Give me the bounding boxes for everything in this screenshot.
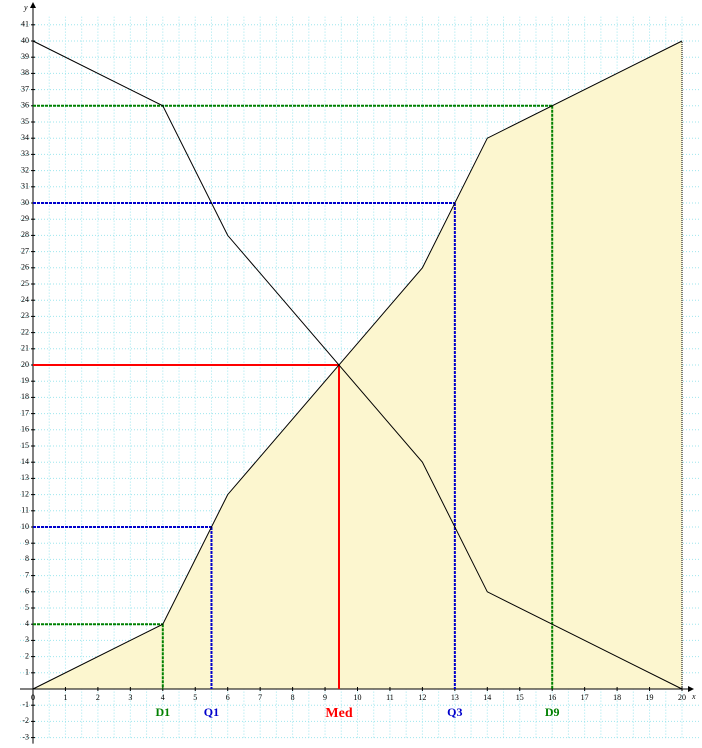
x-tick-label: 5 [193, 693, 197, 702]
y-tick-label: 17 [21, 408, 29, 417]
y-tick-label: 13 [21, 473, 29, 482]
y-tick-label: 31 [21, 182, 29, 191]
y-tick-label: 30 [21, 198, 29, 207]
x-tick-label: 8 [291, 693, 295, 702]
y-tick-label: 41 [21, 20, 29, 29]
y-tick-label: 12 [21, 489, 29, 498]
x-tick-label: 13 [451, 693, 459, 702]
x-tick-label: 14 [483, 693, 491, 702]
line [32, 40, 683, 690]
y-tick-label: 33 [21, 149, 29, 158]
y-tick-label: 10 [21, 522, 29, 531]
x-tick-label: 9 [323, 693, 327, 702]
y-tick-label: 11 [21, 506, 29, 515]
y-tick-label: 15 [21, 441, 29, 450]
y-tick-label: 3 [25, 635, 29, 644]
y-tick-label: 22 [21, 327, 29, 336]
x-tick-label: 0 [31, 693, 35, 702]
y-tick-label: 7 [25, 570, 29, 579]
x-tick-label: 2 [96, 693, 100, 702]
marker-label: Med [325, 706, 352, 721]
y-tick-label: 35 [21, 117, 29, 126]
marker-label: Q1 [204, 705, 219, 719]
x-tick-label: 7 [258, 693, 262, 702]
y-tick-label: 32 [21, 165, 29, 174]
arrow [30, 2, 36, 8]
x-tick-label: 3 [128, 693, 132, 702]
arrow [688, 686, 694, 692]
y-tick-label: 38 [21, 68, 29, 77]
y-tick-label: 5 [25, 603, 29, 612]
y-axis-label: y [23, 3, 28, 12]
y-tick-label: -3 [22, 732, 29, 741]
y-tick-label: 28 [21, 230, 29, 239]
line [32, 40, 683, 690]
y-tick-label: 9 [25, 538, 29, 547]
y-tick-label: 26 [21, 263, 29, 272]
x-tick-label: 15 [516, 693, 524, 702]
x-tick-label: 17 [581, 693, 589, 702]
x-tick-label: 20 [678, 693, 686, 702]
y-tick-label: 23 [21, 311, 29, 320]
y-tick-label: -1 [22, 700, 29, 709]
marker-label: Q3 [447, 705, 462, 719]
marker-label: D9 [545, 705, 560, 719]
y-tick-label: 19 [21, 376, 29, 385]
x-tick-label: 11 [386, 693, 394, 702]
y-tick-label: 29 [21, 214, 29, 223]
x-tick-label: 19 [646, 693, 654, 702]
marker-label: D1 [155, 705, 170, 719]
area [33, 41, 682, 689]
y-tick-label: 16 [21, 425, 29, 434]
y-tick-label: 40 [21, 36, 29, 45]
y-tick-label: 4 [25, 619, 29, 628]
y-tick-label: 24 [21, 295, 29, 304]
x-axis-label: x [691, 692, 696, 701]
x-tick-label: 10 [354, 693, 362, 702]
y-tick-label: 25 [21, 279, 29, 288]
x-tick-label: 12 [418, 693, 426, 702]
x-tick-label: 16 [548, 693, 556, 702]
x-tick-label: 1 [63, 693, 67, 702]
x-tick-label: 6 [226, 693, 230, 702]
x-tick-label: 4 [161, 693, 165, 702]
y-tick-label: 34 [21, 133, 29, 142]
y-tick-label: 36 [21, 101, 29, 110]
y-tick-label: 6 [25, 587, 29, 596]
y-tick-label: 18 [21, 392, 29, 401]
y-tick-label: 21 [21, 344, 29, 353]
y-tick-label: 2 [25, 651, 29, 660]
y-tick-label: 1 [25, 668, 29, 677]
y-tick-label: 14 [21, 457, 29, 466]
x-tick-label: 18 [613, 693, 621, 702]
y-tick-label: -2 [22, 716, 29, 725]
y-tick-label: 39 [21, 52, 29, 61]
y-tick-label: 37 [21, 84, 29, 93]
y-tick-label: 8 [25, 554, 29, 563]
y-tick-label: 27 [21, 246, 29, 255]
y-tick-label: 20 [21, 360, 29, 369]
